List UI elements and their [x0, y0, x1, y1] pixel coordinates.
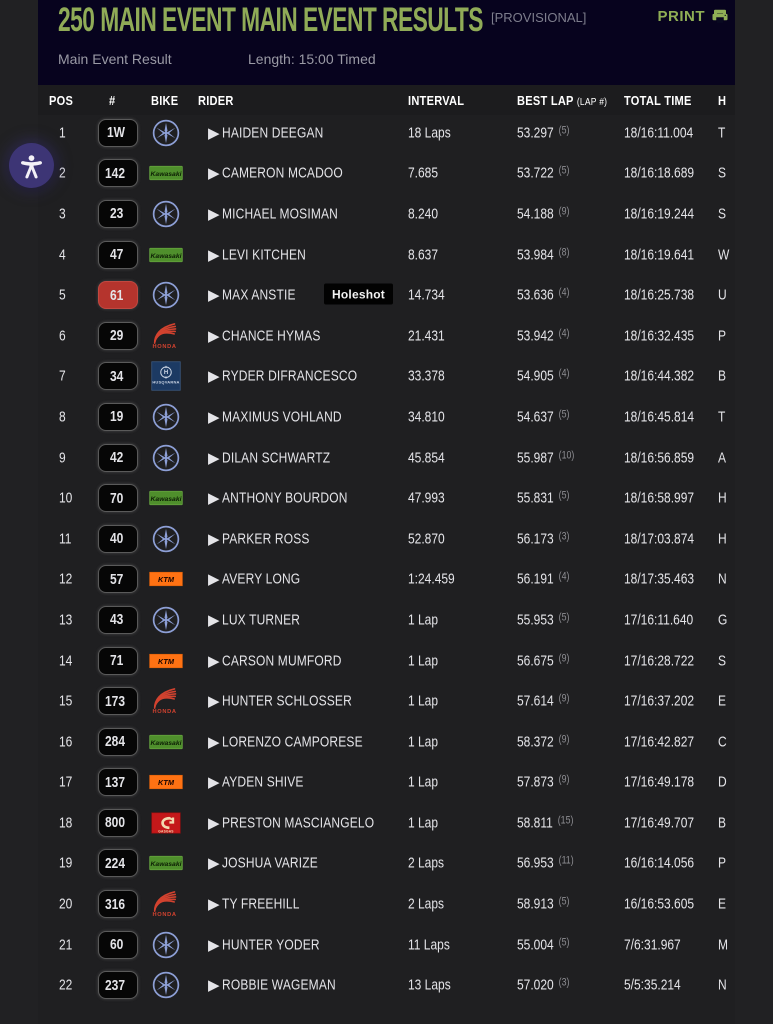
svg-text:GASGAS: GASGAS — [158, 829, 174, 833]
svg-text:HONDA: HONDA — [152, 912, 176, 918]
svg-text:H: H — [164, 370, 168, 376]
svg-text:Kawasaki: Kawasaki — [151, 496, 182, 503]
svg-text:KTM: KTM — [158, 778, 175, 787]
svg-text:HONDA: HONDA — [152, 709, 176, 715]
svg-text:Kawasaki: Kawasaki — [151, 740, 182, 747]
svg-text:Kawasaki: Kawasaki — [151, 252, 182, 259]
svg-text:Kawasaki: Kawasaki — [151, 171, 182, 178]
svg-text:KTM: KTM — [158, 575, 175, 584]
svg-text:KTM: KTM — [158, 656, 175, 665]
svg-text:Kawasaki: Kawasaki — [151, 861, 182, 868]
svg-text:HONDA: HONDA — [152, 344, 176, 350]
svg-text:HUSQVARNA: HUSQVARNA — [152, 380, 179, 385]
